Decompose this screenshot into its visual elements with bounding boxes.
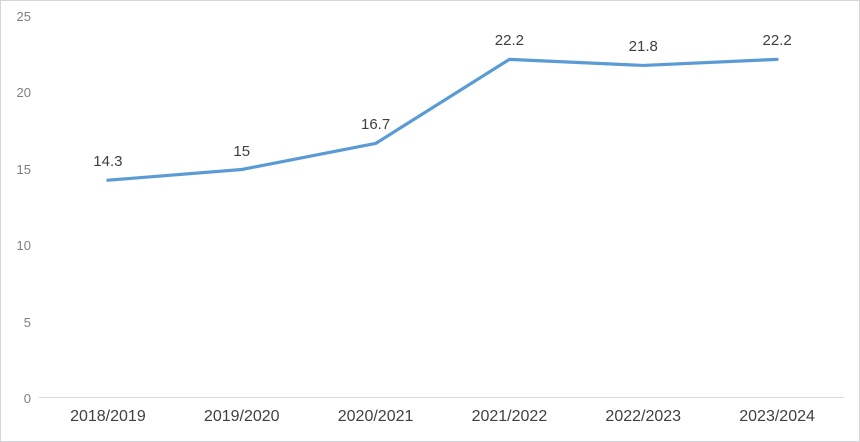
x-axis-category-label: 2018/2019	[70, 408, 146, 425]
y-axis-tick-label: 20	[16, 85, 31, 100]
y-axis-tick-label: 5	[23, 314, 31, 330]
y-axis-tick-label: 25	[16, 8, 31, 24]
data-point-label: 14.3	[93, 153, 123, 171]
x-axis-category-label: 2023/2024	[739, 408, 815, 425]
data-point-label: 21.8	[628, 38, 658, 56]
y-axis-tick-label: 0	[23, 391, 31, 406]
x-axis-category-label: 2019/2020	[203, 408, 280, 425]
series-line	[106, 57, 779, 182]
x-axis-line	[39, 397, 844, 398]
x-axis-category-label: 2020/2021	[337, 408, 414, 425]
data-point-label: 22.2	[494, 32, 525, 50]
data-point-label: 15	[233, 142, 251, 160]
y-axis-tick-label: 10	[16, 238, 31, 253]
x-axis-category-label: 2021/2022	[471, 408, 548, 425]
x-axis-category-label: 2022/2023	[605, 408, 682, 425]
y-axis-tick-label: 15	[16, 161, 31, 177]
data-point-label: 22.2	[762, 32, 792, 50]
data-point-label: 16.7	[360, 116, 391, 134]
